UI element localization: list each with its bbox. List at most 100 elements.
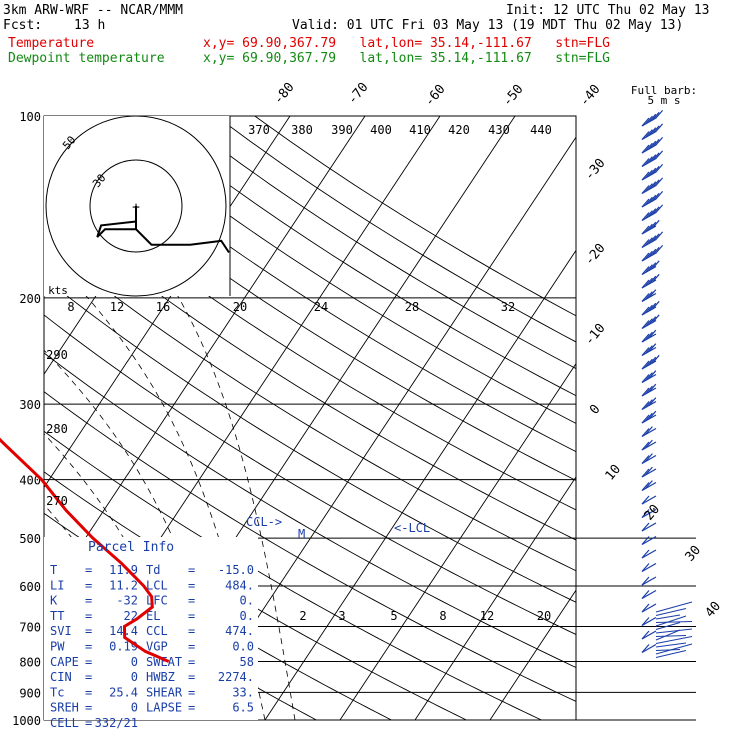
wind-barb-flag (641, 131, 650, 140)
wind-barb-flag (644, 399, 653, 408)
wind-barb-low (655, 635, 687, 637)
wind-barb (641, 397, 657, 411)
isotherm-label: -20 (582, 241, 609, 269)
kts-tick-label: 24 (314, 300, 328, 314)
parcel-row-value: 484. (225, 578, 254, 592)
isotherm-label: -50 (500, 82, 527, 110)
wind-barb-flag (648, 289, 657, 299)
mixing-ratio-line (0, 586, 17, 720)
temperature-legend-label: Temperature (8, 36, 95, 51)
wind-barb-staff (641, 468, 657, 478)
wind-barb-flag (644, 358, 653, 368)
wind-barb-flag (641, 482, 650, 491)
wind-barb-flag (641, 549, 650, 559)
wind-barb-flag (641, 387, 650, 397)
wind-barb-flag (641, 603, 650, 613)
isotherm-label: 0 (587, 402, 604, 418)
wind-barb-staff (641, 427, 657, 438)
parcel-row-value: 0 (131, 655, 138, 669)
wind-barb (641, 466, 657, 478)
wind-barb-flag (641, 360, 650, 370)
parcel-row-value: 0.19 (109, 640, 138, 654)
wind-barb-flag (651, 206, 660, 216)
wind-barb-flag (651, 314, 660, 324)
parcel-row-eq: = (188, 685, 195, 699)
parcel-row-label: SHEAR (146, 685, 183, 699)
hodograph-ring (89, 159, 183, 253)
wind-barb-flag (655, 110, 664, 119)
dry-adiabat-line (60, 116, 576, 453)
parcel-row-label: Td (146, 563, 160, 577)
wind-barb-flag (648, 248, 657, 258)
wind-barb-flag (648, 194, 657, 204)
wind-barb-flag (644, 183, 653, 192)
wind-barb-flag (651, 300, 660, 310)
wind-barb-staff (641, 535, 657, 546)
dry-adiabat-line (99, 116, 576, 424)
wind-barb-flag (641, 144, 650, 154)
wind-barb-flag (644, 291, 653, 300)
pressure-tick-label: 100 (19, 110, 41, 124)
wind-barb-flag (655, 177, 664, 187)
temperature-station-info: x,y= 69.90,367.79 lat,lon= 35.14,-111.67… (203, 36, 610, 51)
wind-barb (641, 273, 660, 289)
theta-label: 420 (448, 123, 470, 137)
parcel-info-title: Parcel Info (88, 540, 175, 555)
pressure-tick-label: 200 (19, 292, 41, 306)
isotherm-label: -80 (271, 80, 298, 108)
wind-barb-low (655, 629, 681, 641)
wind-barb-flag (648, 127, 657, 137)
wind-barb-flag (651, 273, 660, 283)
wind-barb-low (655, 615, 687, 627)
wind-barb (641, 300, 660, 316)
wind-barb-low (655, 628, 693, 634)
parcel-row-value: 0. (240, 609, 254, 623)
wind-barb (641, 177, 664, 195)
parcel-row-label: CELL (50, 716, 79, 730)
isotherm-label: 30 (683, 543, 705, 565)
wind-barb-flag (644, 237, 653, 246)
parcel-row-value: 0.0 (232, 640, 254, 654)
theta-label: 380 (291, 123, 313, 137)
theta-label: 370 (248, 123, 270, 137)
wind-barb-staff (641, 603, 657, 613)
wind-barb-flag (651, 179, 660, 189)
wind-barb (641, 231, 664, 249)
parcel-row-eq: = (85, 578, 92, 592)
wind-barb-flag (644, 223, 653, 233)
wind-barb-flag (648, 410, 657, 420)
wind-barb (641, 410, 657, 424)
parcel-row-value: -32 (116, 594, 138, 608)
parcel-row-eq: = (188, 609, 195, 623)
wind-barb (641, 535, 657, 546)
wind-barb (641, 453, 657, 465)
parcel-row-value: 33. (232, 685, 254, 699)
parcel-row-label: T (50, 563, 57, 577)
wind-barb (641, 562, 657, 573)
wind-barb-flag (641, 414, 650, 424)
isotherm-label: 20 (642, 502, 664, 524)
hodograph-trace (96, 206, 230, 254)
dry-adiabat-line (176, 116, 576, 370)
theta-label: 400 (370, 123, 392, 137)
parcel-row-label: LCL (146, 578, 168, 592)
forecast-label: Fcst: (3, 18, 43, 33)
wind-barb-flag (648, 181, 657, 191)
wind-barb-flag (641, 468, 650, 478)
wind-barb-flag (651, 192, 660, 202)
mixing-ratio-label: 20 (537, 609, 551, 623)
wind-barb-flag (641, 158, 650, 167)
wind-barb (641, 219, 660, 235)
wind-barb-staff (641, 589, 657, 600)
wind-barb-staff (641, 441, 657, 451)
wind-barb-flag (641, 212, 650, 221)
wind-barb-flag (655, 245, 664, 254)
moist-adiabat-line (0, 153, 25, 720)
parcel-row-eq: = (85, 701, 92, 715)
isotherm-label: -10 (582, 321, 609, 349)
wind-barb (641, 204, 664, 222)
wind-barb-low (655, 622, 681, 630)
wind-barb-flag (648, 140, 657, 150)
wind-barb-flag (651, 111, 660, 121)
